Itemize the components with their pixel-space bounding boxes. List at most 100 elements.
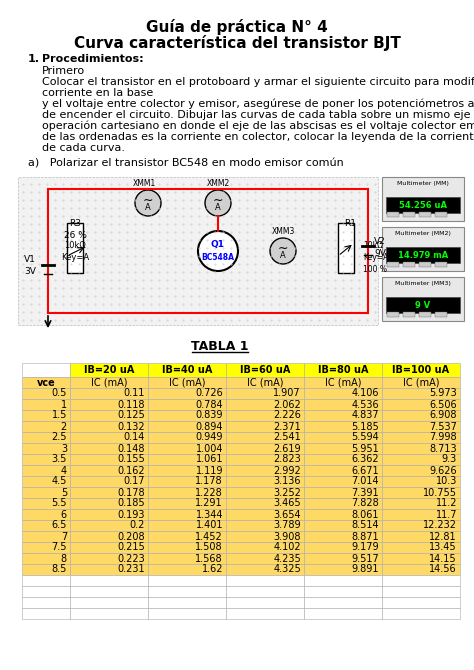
Bar [382, 432, 460, 443]
Text: IB=100 uA: IB=100 uA [392, 365, 449, 375]
Bar [148, 476, 226, 487]
Bar [382, 363, 460, 377]
Bar [304, 520, 382, 531]
Bar [304, 542, 382, 553]
Bar [382, 443, 460, 454]
Bar [148, 608, 226, 619]
Bar [148, 399, 226, 410]
Text: 2.992: 2.992 [273, 466, 301, 476]
Text: 26 %: 26 % [64, 230, 86, 239]
Bar [382, 487, 460, 498]
Text: 8.061: 8.061 [352, 509, 379, 519]
Bar [148, 564, 226, 575]
Text: 4.102: 4.102 [273, 543, 301, 553]
Text: 4.235: 4.235 [273, 553, 301, 563]
Bar [226, 542, 304, 553]
Bar [387, 312, 399, 317]
Bar [70, 432, 148, 443]
Bar [382, 564, 460, 575]
Bar [22, 377, 70, 388]
Text: 3.465: 3.465 [273, 498, 301, 509]
Bar [22, 509, 70, 520]
Bar [148, 542, 226, 553]
Bar [70, 476, 148, 487]
Text: 9.179: 9.179 [351, 543, 379, 553]
Text: 5.951: 5.951 [351, 444, 379, 454]
Text: 6.362: 6.362 [351, 454, 379, 464]
Text: 3.5: 3.5 [52, 454, 67, 464]
Text: Guía de práctica N° 4: Guía de práctica N° 4 [146, 19, 328, 35]
Bar [419, 212, 431, 217]
Text: a)   Polarizar el transistor BC548 en modo emisor común: a) Polarizar el transistor BC548 en modo… [28, 158, 344, 168]
Text: 0.155: 0.155 [117, 454, 145, 464]
Text: Multimeter (MM): Multimeter (MM) [397, 180, 449, 186]
Bar [435, 212, 447, 217]
Text: 8.514: 8.514 [351, 521, 379, 531]
Text: 7.998: 7.998 [429, 433, 457, 442]
Text: IC (mA): IC (mA) [325, 377, 361, 387]
Text: 12.81: 12.81 [429, 531, 457, 541]
Text: V2: V2 [374, 237, 386, 245]
Bar [382, 575, 460, 586]
Bar [148, 443, 226, 454]
Text: 1: 1 [61, 399, 67, 409]
Bar [304, 377, 382, 388]
Text: 9.3: 9.3 [442, 454, 457, 464]
Text: 7.014: 7.014 [351, 476, 379, 486]
Text: 1.5: 1.5 [52, 411, 67, 421]
Bar [70, 487, 148, 498]
Text: y el voltaje entre colector y emisor, asegúrese de poner los potenciómetros a ce: y el voltaje entre colector y emisor, as… [42, 98, 474, 109]
Text: IB=40 uA: IB=40 uA [162, 365, 212, 375]
Text: 1.004: 1.004 [195, 444, 223, 454]
Text: 7.391: 7.391 [351, 488, 379, 498]
Text: Primero: Primero [42, 66, 85, 76]
Text: 1.452: 1.452 [195, 531, 223, 541]
Text: 7.5: 7.5 [52, 543, 67, 553]
Text: 5: 5 [61, 488, 67, 498]
Bar [22, 454, 70, 465]
Text: Procedimientos:: Procedimientos: [42, 54, 144, 64]
Bar [70, 553, 148, 564]
Text: 11.7: 11.7 [436, 509, 457, 519]
Text: Key=A: Key=A [363, 253, 388, 263]
Circle shape [135, 190, 161, 216]
Bar [148, 454, 226, 465]
Bar [304, 465, 382, 476]
Text: 0.125: 0.125 [117, 411, 145, 421]
Text: 3.908: 3.908 [273, 531, 301, 541]
Bar [304, 443, 382, 454]
Bar [304, 498, 382, 509]
Text: 9.626: 9.626 [429, 466, 457, 476]
Bar [382, 542, 460, 553]
Text: 6: 6 [61, 509, 67, 519]
Text: 0.11: 0.11 [124, 389, 145, 399]
Bar [382, 454, 460, 465]
Text: 1.907: 1.907 [273, 389, 301, 399]
Bar [70, 597, 148, 608]
Text: 0.894: 0.894 [195, 421, 223, 431]
Text: 0.5: 0.5 [52, 389, 67, 399]
Text: 4.5: 4.5 [52, 476, 67, 486]
Text: 7.828: 7.828 [351, 498, 379, 509]
Text: 54.256 uA: 54.256 uA [399, 200, 447, 210]
Text: 0.14: 0.14 [124, 433, 145, 442]
Text: 1.: 1. [28, 54, 40, 64]
Text: R3: R3 [69, 218, 81, 228]
Text: 10kΩ: 10kΩ [64, 241, 86, 251]
Bar [148, 363, 226, 377]
Text: 13.45: 13.45 [429, 543, 457, 553]
Bar [435, 262, 447, 267]
Circle shape [270, 238, 296, 264]
Text: 0.208: 0.208 [118, 531, 145, 541]
Text: 0.118: 0.118 [118, 399, 145, 409]
Text: corriente en la base: corriente en la base [42, 88, 153, 98]
Text: XMM1: XMM1 [132, 178, 155, 188]
Text: XMM2: XMM2 [206, 178, 229, 188]
Text: 2: 2 [61, 421, 67, 431]
Bar [148, 575, 226, 586]
Bar [22, 531, 70, 542]
Bar [382, 177, 464, 221]
Bar [148, 432, 226, 443]
Bar [382, 476, 460, 487]
Bar [70, 586, 148, 597]
